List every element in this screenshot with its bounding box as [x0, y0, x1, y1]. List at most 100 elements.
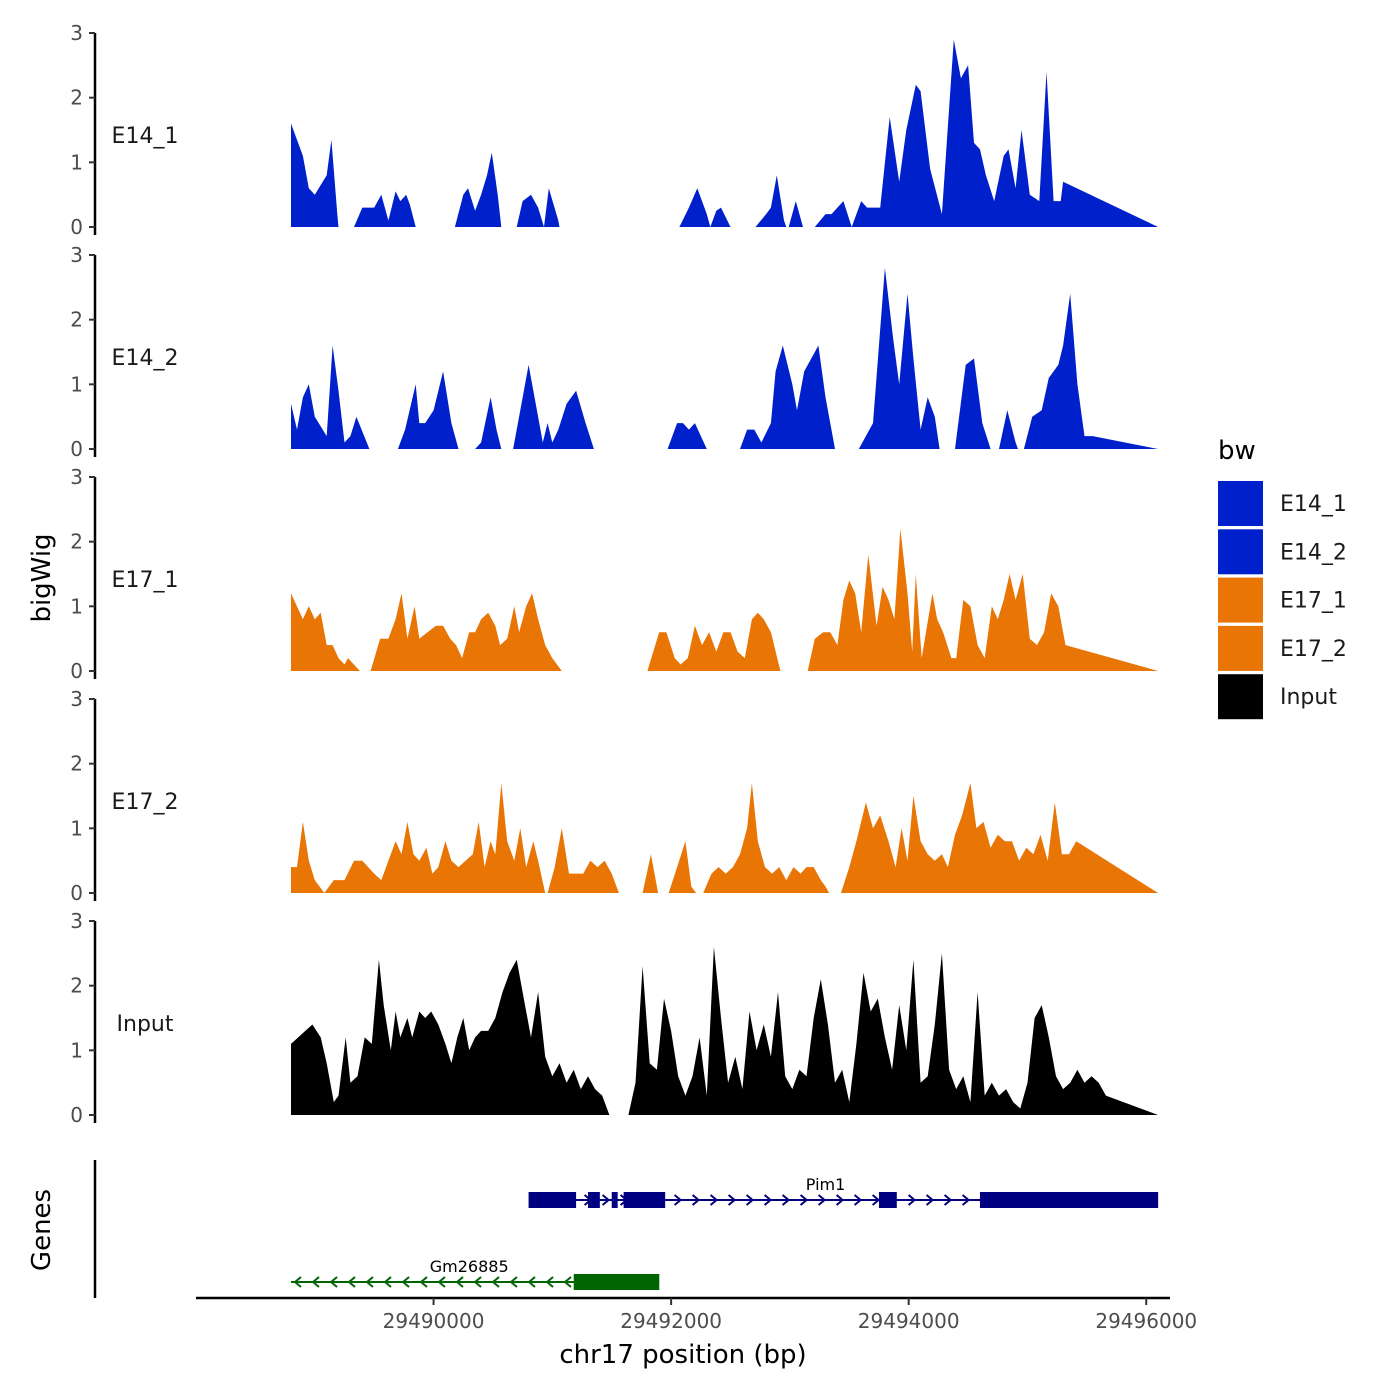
gene-name-gm26885: Gm26885 [430, 1257, 509, 1276]
strand-arrow-pim1 [763, 1194, 773, 1206]
strand-arrow-gm26885 [311, 1276, 320, 1288]
y-tick-label-e14-2-1: 1 [70, 372, 83, 396]
exon-pim1-5 [878, 1192, 897, 1208]
x-tick-label-29496000: 29496000 [1095, 1309, 1197, 1333]
exon-pim1-2 [587, 1192, 600, 1208]
track-label-e14-1: E14_1 [112, 124, 179, 149]
legend-swatch-e14-2 [1218, 529, 1263, 575]
exon-gm26885-1 [573, 1274, 660, 1290]
strand-arrow-pim1 [673, 1194, 683, 1206]
bigwig-tracks: 0 1 2 3 E14_1 0 1 2 3 E14_2 0 1 2 3 E17_1 0 1 2 3 E17_2 0 1 2 3… [70, 21, 1159, 1127]
legend-label-e14-2: E14_2 [1280, 540, 1347, 565]
y-tick-label-e17-2-1: 1 [70, 816, 83, 840]
x-tick-label-29490000: 29490000 [383, 1309, 485, 1333]
y-axis-title-genes: Genes [27, 1189, 57, 1271]
exon-pim1-6 [979, 1192, 1159, 1208]
exon-pim1-1 [528, 1192, 577, 1208]
track-label-e17-1: E17_1 [112, 568, 179, 593]
strand-arrow-gm26885 [491, 1276, 500, 1288]
y-tick-label-e17-2-0: 0 [70, 881, 83, 905]
legend: bw E14_1 E14_2 E17_1 E17_2 Input [1218, 436, 1347, 720]
y-tick-label-e14-1-1: 1 [70, 150, 83, 174]
y-tick-label-e17-2-2: 2 [70, 752, 83, 776]
exon-pim1-4 [623, 1192, 666, 1208]
strand-arrow-pim1 [709, 1194, 719, 1206]
strand-arrow-gm26885 [545, 1276, 554, 1288]
strand-arrow-gm26885 [437, 1276, 446, 1288]
y-tick-label-input-3: 3 [70, 909, 83, 933]
legend-title: bw [1218, 436, 1256, 466]
y-tick-label-e17-2-3: 3 [70, 687, 83, 711]
legend-swatch-e17-1 [1218, 577, 1263, 623]
y-tick-label-e14-2-3: 3 [70, 243, 83, 267]
legend-swatch-e17-2 [1218, 625, 1263, 671]
legend-label-e17-1: E17_1 [1280, 589, 1347, 614]
signal-area-e14-2 [291, 267, 1159, 449]
strand-arrow-gm26885 [509, 1276, 518, 1288]
legend-label-input: Input [1280, 685, 1337, 710]
strand-arrow-pim1 [871, 1194, 881, 1206]
track-e17-1: 0 1 2 3 E17_1 [70, 465, 1159, 683]
strand-arrow-pim1 [943, 1194, 953, 1206]
strand-arrow-pim1 [907, 1194, 917, 1206]
y-axis-title-bigwig: bigWig [27, 533, 57, 622]
x-tick-label-29494000: 29494000 [858, 1309, 960, 1333]
track-label-input: Input [117, 1012, 174, 1037]
signal-area-e17-2 [291, 783, 1159, 893]
track-e14-2: 0 1 2 3 E14_2 [70, 243, 1159, 461]
y-tick-label-input-0: 0 [70, 1103, 83, 1127]
legend-swatch-input [1218, 674, 1263, 720]
y-tick-label-e17-1-1: 1 [70, 594, 83, 618]
track-e14-1: 0 1 2 3 E14_1 [70, 21, 1159, 239]
x-tick-label-29492000: 29492000 [620, 1309, 722, 1333]
strand-arrow-gm26885 [293, 1276, 302, 1288]
y-tick-label-e17-1-3: 3 [70, 465, 83, 489]
track-input: 0 1 2 3 Input [70, 909, 1159, 1127]
strand-arrow-gm26885 [473, 1276, 482, 1288]
track-label-e17-2: E17_2 [112, 790, 179, 815]
signal-area-input [291, 946, 1159, 1115]
strand-arrow-pim1 [745, 1194, 755, 1206]
strand-arrow-gm26885 [347, 1276, 356, 1288]
legend-swatch-e14-1 [1218, 481, 1263, 526]
y-tick-label-e14-1-0: 0 [70, 215, 83, 239]
strand-arrow-gm26885 [329, 1276, 338, 1288]
y-tick-label-e14-1-3: 3 [70, 21, 83, 45]
strand-arrow-gm26885 [527, 1276, 536, 1288]
track-e17-2: 0 1 2 3 E17_2 [70, 687, 1159, 905]
strand-arrow-pim1 [853, 1194, 863, 1206]
strand-arrow-pim1 [925, 1194, 935, 1206]
gene-gm26885: Gm26885 [291, 1257, 660, 1290]
strand-arrow-pim1 [817, 1194, 827, 1206]
strand-arrow-pim1 [961, 1194, 971, 1206]
strand-arrow-pim1 [727, 1194, 737, 1206]
strand-arrow-gm26885 [401, 1276, 410, 1288]
legend-label-e17-2: E17_2 [1280, 637, 1347, 662]
y-tick-label-e14-2-2: 2 [70, 308, 83, 332]
signal-area-e14-1 [291, 39, 1159, 227]
y-tick-label-input-1: 1 [70, 1038, 83, 1062]
y-tick-label-e17-1-2: 2 [70, 530, 83, 554]
gene-pim1: Pim1 [528, 1175, 1159, 1208]
strand-arrow-gm26885 [419, 1276, 428, 1288]
gene-name-pim1: Pim1 [806, 1175, 846, 1194]
strand-arrow-gm26885 [563, 1276, 572, 1288]
strand-arrow-gm26885 [383, 1276, 392, 1288]
y-tick-label-e14-1-2: 2 [70, 86, 83, 110]
legend-label-e14-1: E14_1 [1280, 492, 1347, 517]
strand-arrow-gm26885 [365, 1276, 374, 1288]
y-tick-label-e14-2-0: 0 [70, 437, 83, 461]
strand-arrow-pim1 [691, 1194, 701, 1206]
strand-arrow-gm26885 [455, 1276, 464, 1288]
y-tick-label-e17-1-0: 0 [70, 659, 83, 683]
gene-annotation-panel: Pim1 Gm26885 [93, 1160, 1159, 1298]
strand-arrow-pim1 [835, 1194, 845, 1206]
track-label-e14-2: E14_2 [112, 346, 179, 371]
signal-area-e17-1 [291, 528, 1159, 671]
y-tick-label-input-2: 2 [70, 974, 83, 998]
strand-arrow-pim1 [781, 1194, 791, 1206]
exon-pim1-3 [611, 1192, 618, 1208]
x-axis-title: chr17 position (bp) [559, 1340, 806, 1370]
strand-arrow-pim1 [799, 1194, 809, 1206]
